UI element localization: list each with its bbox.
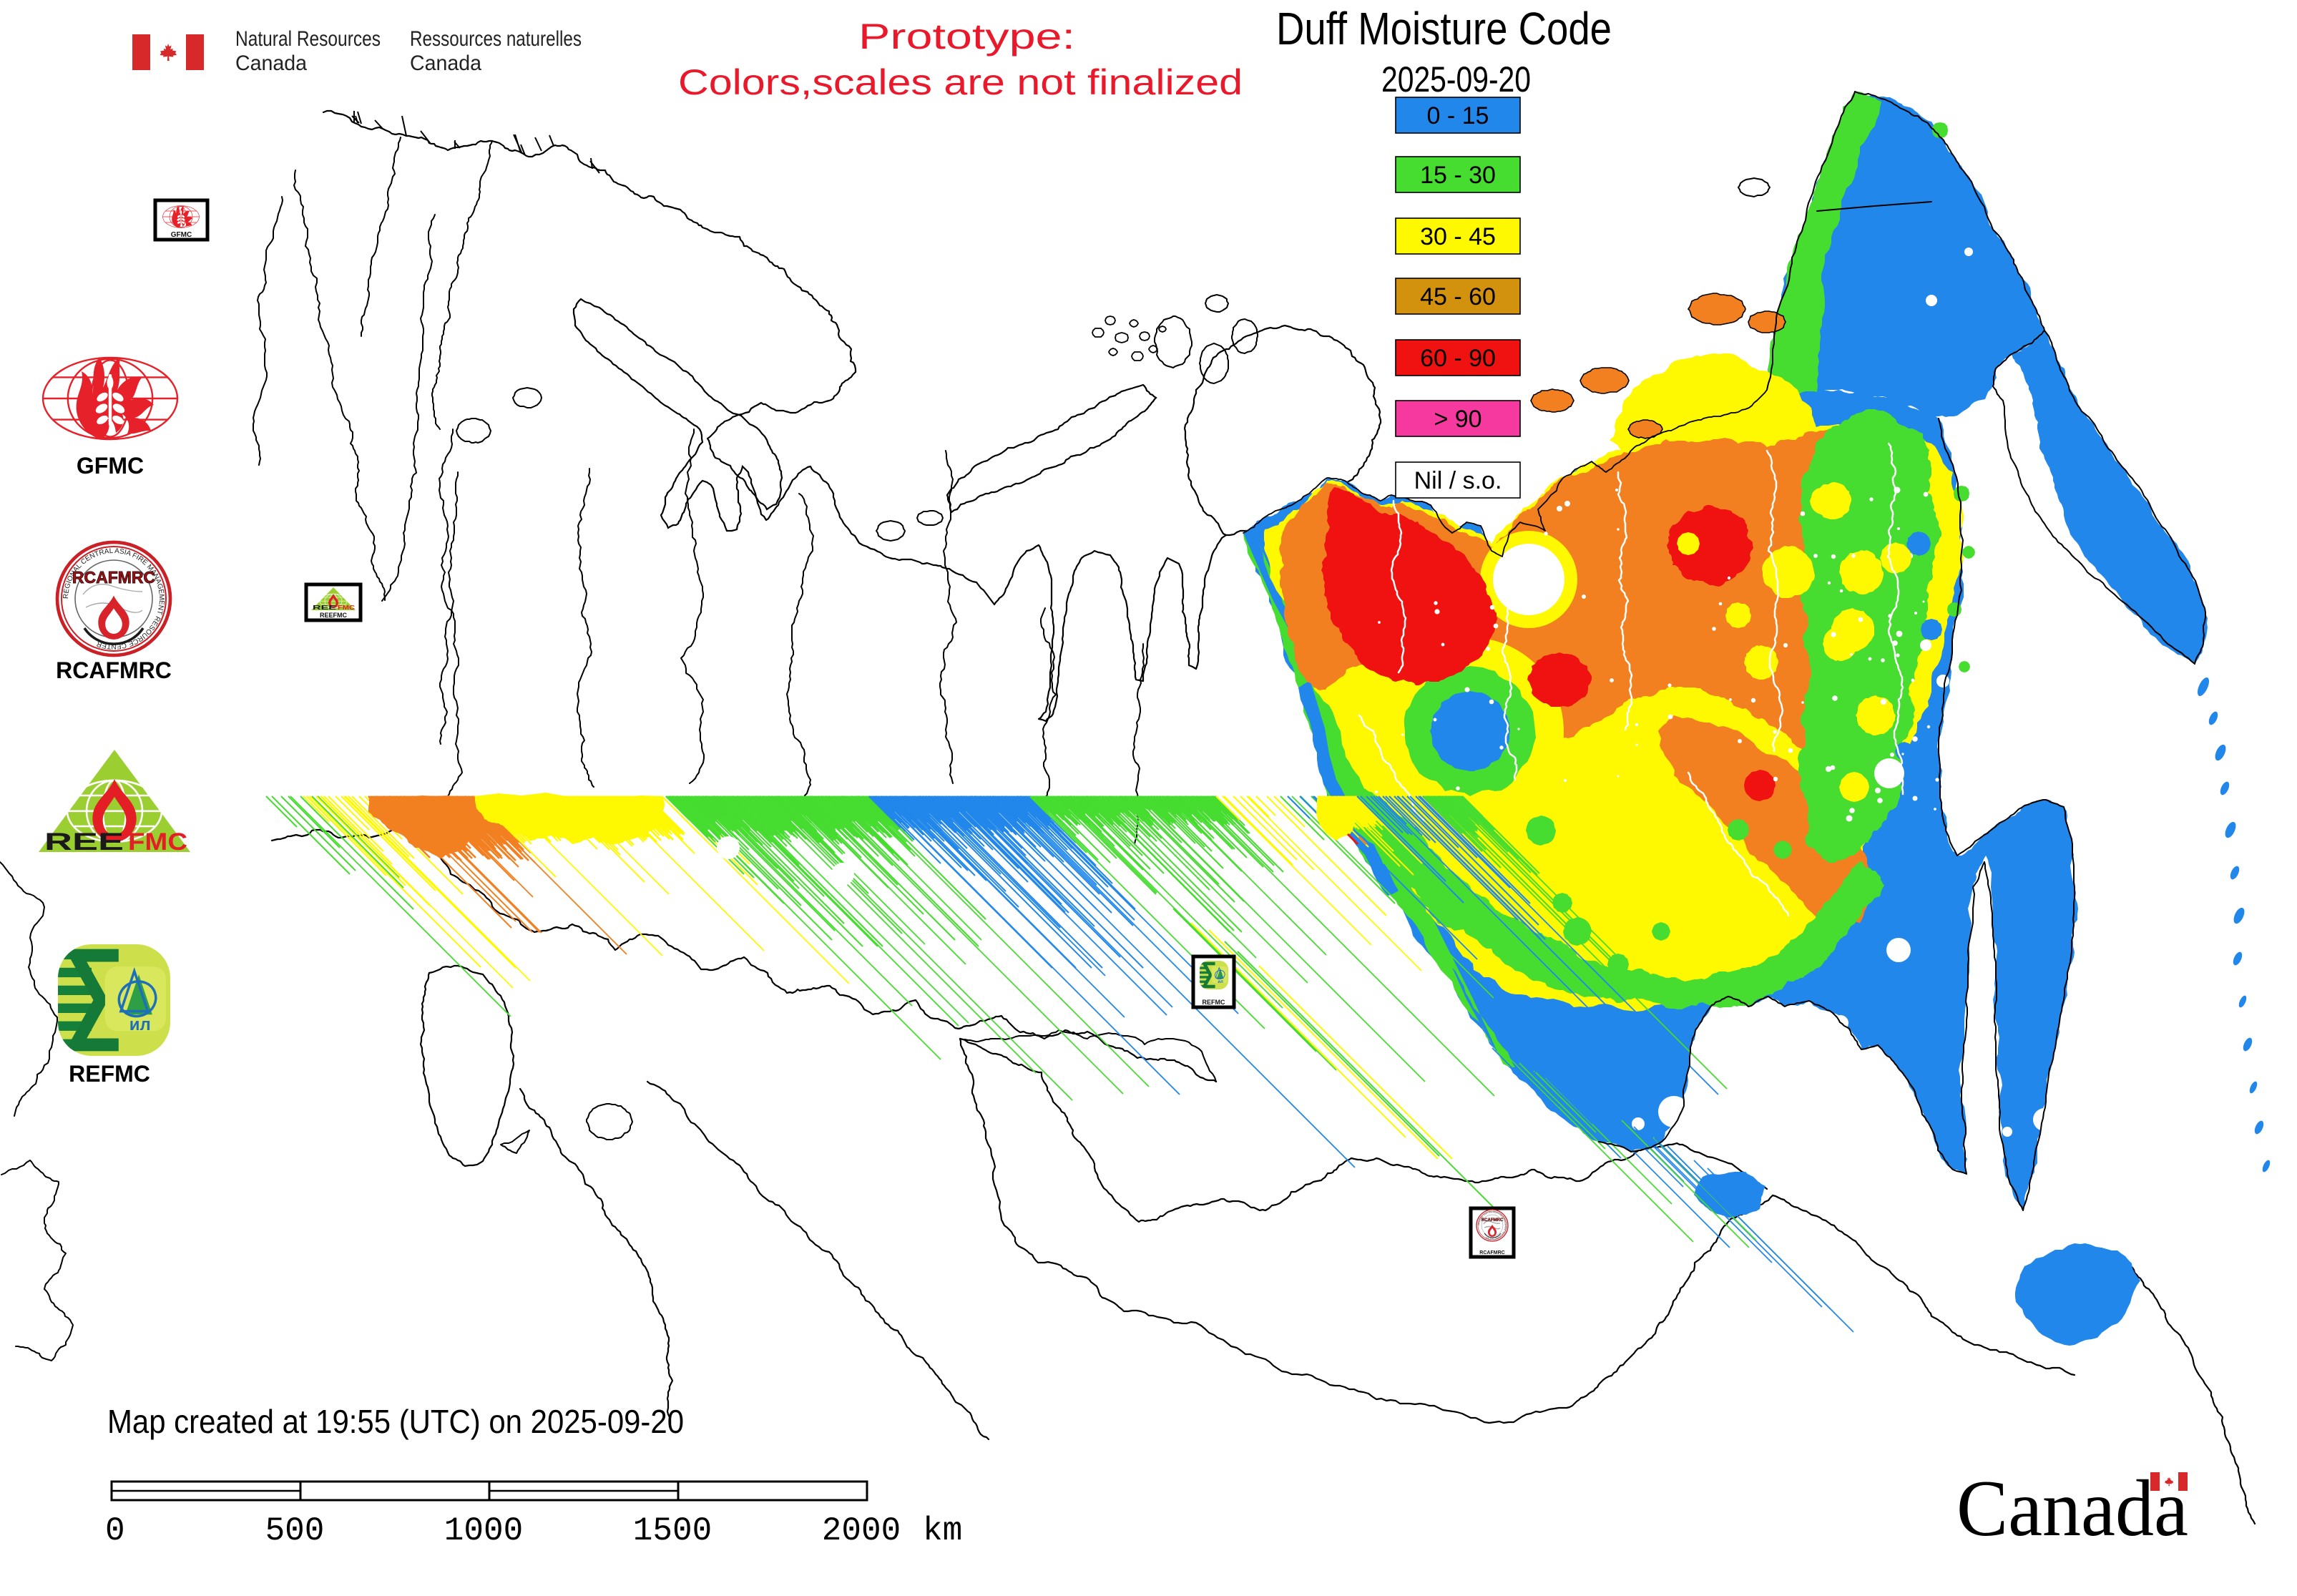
svg-text:RCAFMRC: RCAFMRC <box>56 657 172 683</box>
svg-text:60 - 90: 60 - 90 <box>1420 345 1496 372</box>
svg-text:GFMC: GFMC <box>171 231 192 239</box>
svg-text:Prototype:: Prototype: <box>858 16 1075 57</box>
svg-text:Nil / s.o.: Nil / s.o. <box>1414 467 1502 494</box>
svg-text:RCAFMRC: RCAFMRC <box>1479 1250 1504 1255</box>
svg-text:Ressources naturelles: Ressources naturelles <box>410 27 582 51</box>
svg-text:FMC: FMC <box>128 828 187 856</box>
svg-text:Natural Resources: Natural Resources <box>235 27 381 51</box>
svg-text:2000: 2000 <box>822 1512 901 1550</box>
svg-text:Duff Moisture Code: Duff Moisture Code <box>1276 3 1612 54</box>
svg-text:0 - 15: 0 - 15 <box>1427 102 1489 129</box>
svg-text:FMC: FMC <box>338 604 355 611</box>
svg-text:Canada: Canada <box>235 52 307 75</box>
svg-text:GFMC: GFMC <box>77 453 144 479</box>
svg-text:1000: 1000 <box>444 1512 523 1550</box>
svg-text:30 - 45: 30 - 45 <box>1420 223 1496 250</box>
svg-text:0: 0 <box>105 1512 125 1550</box>
svg-text:Canada: Canada <box>410 52 481 75</box>
svg-text:km: km <box>923 1512 962 1550</box>
svg-text:Canada: Canada <box>1956 1464 2188 1553</box>
svg-text:45 - 60: 45 - 60 <box>1420 283 1496 310</box>
svg-text:ил: ил <box>129 1015 151 1034</box>
svg-text:REE: REE <box>44 828 124 856</box>
svg-text:REFMC: REFMC <box>1203 999 1225 1006</box>
svg-text:Colors,scales are not finalize: Colors,scales are not finalized <box>678 62 1243 102</box>
svg-text:RCAFMRC: RCAFMRC <box>72 568 155 587</box>
svg-text:RCAFMRC: RCAFMRC <box>1481 1218 1504 1223</box>
svg-text:> 90: > 90 <box>1434 406 1481 433</box>
svg-text:1500: 1500 <box>633 1512 712 1550</box>
svg-text:2025-09-20: 2025-09-20 <box>1381 59 1531 99</box>
svg-text:15 - 30: 15 - 30 <box>1420 162 1496 189</box>
svg-text:REFMC: REFMC <box>69 1061 150 1087</box>
svg-text:500: 500 <box>265 1512 325 1550</box>
svg-text:ил: ил <box>1218 980 1223 984</box>
svg-text:REE: REE <box>313 604 337 611</box>
svg-text:Map created at 19:55 (UTC) on: Map created at 19:55 (UTC) on 2025-09-20 <box>107 1403 684 1440</box>
svg-text:REEFMC: REEFMC <box>320 612 348 619</box>
